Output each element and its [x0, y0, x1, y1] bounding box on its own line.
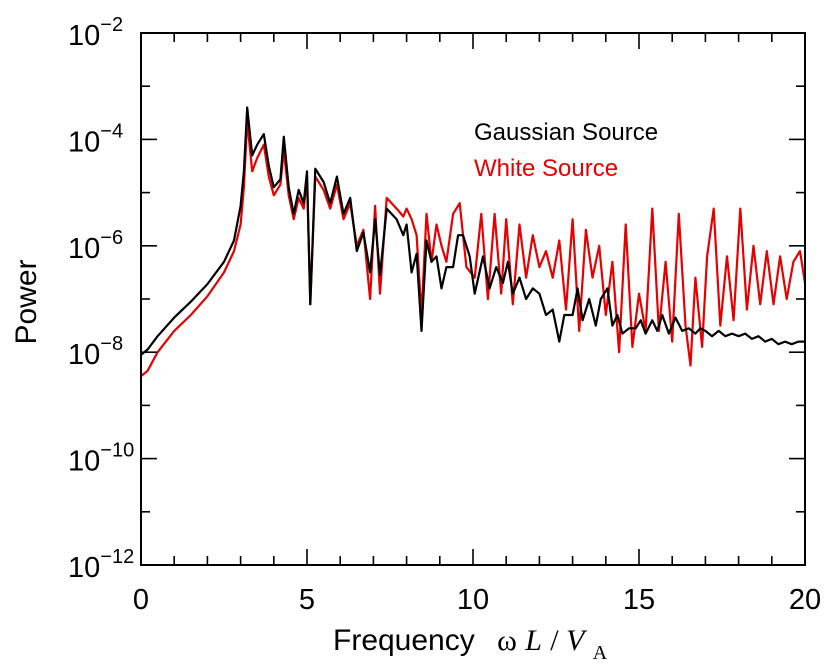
x-axis-label-slash: / — [550, 624, 566, 657]
x-axis-label-V: V — [566, 624, 588, 657]
x-tick-label: 5 — [299, 584, 315, 616]
y-tick-label: 10−6 — [68, 227, 123, 265]
x-axis-label-sub: A — [593, 642, 608, 664]
y-tick-label: 10−2 — [68, 14, 123, 52]
x-axis-label-L: L — [524, 624, 542, 657]
axis-ticks — [140, 32, 806, 566]
y-tick-label: 10−4 — [68, 120, 123, 158]
legend-gaussian-source: Gaussian Source — [474, 119, 658, 146]
x-axis-label-omega: ω — [497, 624, 517, 657]
plot-area — [141, 106, 805, 377]
x-tick-label: 20 — [789, 584, 821, 616]
x-tick-label: 10 — [457, 584, 489, 616]
legend-white-source: White Source — [474, 155, 618, 182]
y-tick-label: 10−8 — [68, 333, 123, 371]
x-axis-label-text: Frequency — [333, 624, 475, 657]
y-axis-label: Power — [10, 259, 43, 344]
series-line-gaussian-source — [141, 106, 805, 356]
x-tick-label: 0 — [133, 584, 149, 616]
y-tick-label: 10−12 — [68, 546, 134, 584]
x-tick-label: 15 — [623, 584, 655, 616]
y-tick-label: 10−10 — [68, 440, 134, 478]
x-tick-labels: 0 5 10 15 20 — [133, 584, 821, 616]
x-axis-label: Frequency ω L / V A — [333, 624, 608, 664]
legend: Gaussian Source White Source — [474, 119, 658, 182]
series-line-white-source — [141, 119, 805, 377]
y-tick-labels: 10−2 10−4 10−6 10−8 10−10 10−12 — [68, 14, 134, 584]
